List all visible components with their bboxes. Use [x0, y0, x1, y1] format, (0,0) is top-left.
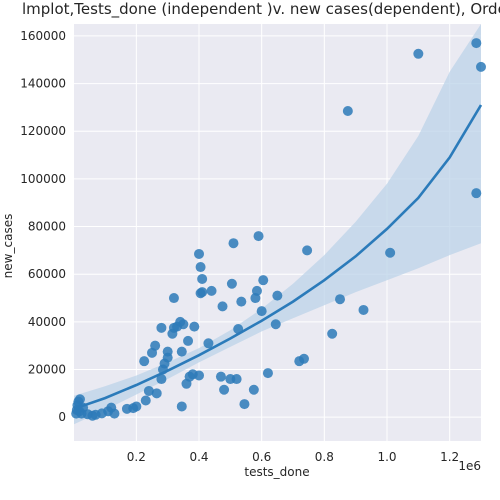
scatter-point — [262, 368, 273, 379]
scatter-point — [176, 346, 187, 357]
x-axis-label: tests_done — [244, 465, 309, 479]
scatter-point — [168, 293, 179, 304]
y-tick-label: 140000 — [20, 77, 66, 91]
confidence-band — [74, 24, 481, 425]
scatter-point — [471, 38, 482, 49]
scatter-point — [131, 401, 142, 412]
scatter-point — [206, 285, 217, 296]
scatter-point — [251, 285, 262, 296]
scatter-point — [156, 322, 167, 333]
scatter-point — [248, 384, 259, 395]
y-tick-label: 20000 — [28, 363, 66, 377]
x-offset-label: 1e6 — [458, 459, 481, 473]
y-tick-label: 80000 — [28, 220, 66, 234]
scatter-point — [256, 306, 267, 317]
scatter-point — [302, 245, 313, 256]
scatter-point — [215, 371, 226, 382]
x-tick-label: 1.2 — [440, 450, 459, 464]
scatter-point — [231, 374, 242, 385]
scatter-point — [143, 385, 154, 396]
scatter-point — [270, 319, 281, 330]
y-tick-label: 40000 — [28, 315, 66, 329]
scatter-point — [219, 384, 230, 395]
scatter-point — [195, 262, 206, 273]
scatter-point — [178, 319, 189, 330]
scatter-points — [71, 38, 486, 421]
scatter-point — [74, 394, 85, 405]
y-tick-labels: 0 20000 40000 60000 80000 100000 120000 140000 1… — [20, 29, 66, 424]
x-tick-labels: 0.2 0.4 0.6 0.8 1.0 1.2 — [127, 450, 459, 464]
x-tick-label: 0.8 — [315, 450, 334, 464]
scatter-point — [156, 374, 167, 385]
scatter-point — [476, 61, 486, 72]
scatter-point — [385, 247, 396, 258]
scatter-point — [189, 321, 200, 332]
scatter-point — [471, 188, 482, 199]
chart-title: lmplot,Tests_done (independent )v. new c… — [22, 0, 500, 19]
scatter-point — [176, 401, 187, 412]
scatter-point — [151, 388, 162, 399]
scatter-point — [327, 328, 338, 339]
y-tick-label: 100000 — [20, 172, 66, 186]
x-tick-label: 0.4 — [189, 450, 208, 464]
scatter-point — [109, 408, 120, 419]
scatter-point — [203, 338, 214, 349]
scatter-point — [253, 231, 264, 242]
scatter-point — [342, 105, 353, 116]
scatter-point — [272, 290, 283, 301]
scatter-point — [139, 356, 150, 367]
scatter-point — [258, 275, 269, 286]
scatter-point — [335, 294, 346, 305]
y-tick-label: 160000 — [20, 29, 66, 43]
scatter-point — [233, 324, 244, 335]
x-tick-label: 1.0 — [377, 450, 396, 464]
y-tick-label: 120000 — [20, 124, 66, 138]
confidence-band-group — [74, 24, 481, 425]
scatter-point — [197, 273, 208, 284]
x-tick-label: 0.2 — [127, 450, 146, 464]
scatter-point — [226, 278, 237, 289]
scatter-point — [194, 248, 205, 259]
scatter-point — [150, 340, 161, 351]
scatter-point — [239, 399, 250, 410]
scatter-point — [413, 48, 424, 59]
y-axis-label: new_cases — [1, 214, 15, 279]
scatter-point — [358, 304, 369, 315]
scatter-point — [162, 346, 173, 357]
regression-line — [73, 104, 483, 411]
scatter-point — [140, 395, 151, 406]
scatter-point — [197, 287, 208, 298]
scatter-point — [228, 238, 239, 249]
scatter-point — [236, 296, 247, 307]
fit-line-group — [73, 104, 483, 411]
scatter-point — [217, 301, 228, 312]
scatter-point — [183, 335, 194, 346]
scatter-point — [194, 370, 205, 381]
scatter-point — [298, 353, 309, 364]
x-tick-label: 0.6 — [252, 450, 271, 464]
y-tick-label: 0 — [58, 410, 66, 424]
y-tick-label: 60000 — [28, 267, 66, 281]
